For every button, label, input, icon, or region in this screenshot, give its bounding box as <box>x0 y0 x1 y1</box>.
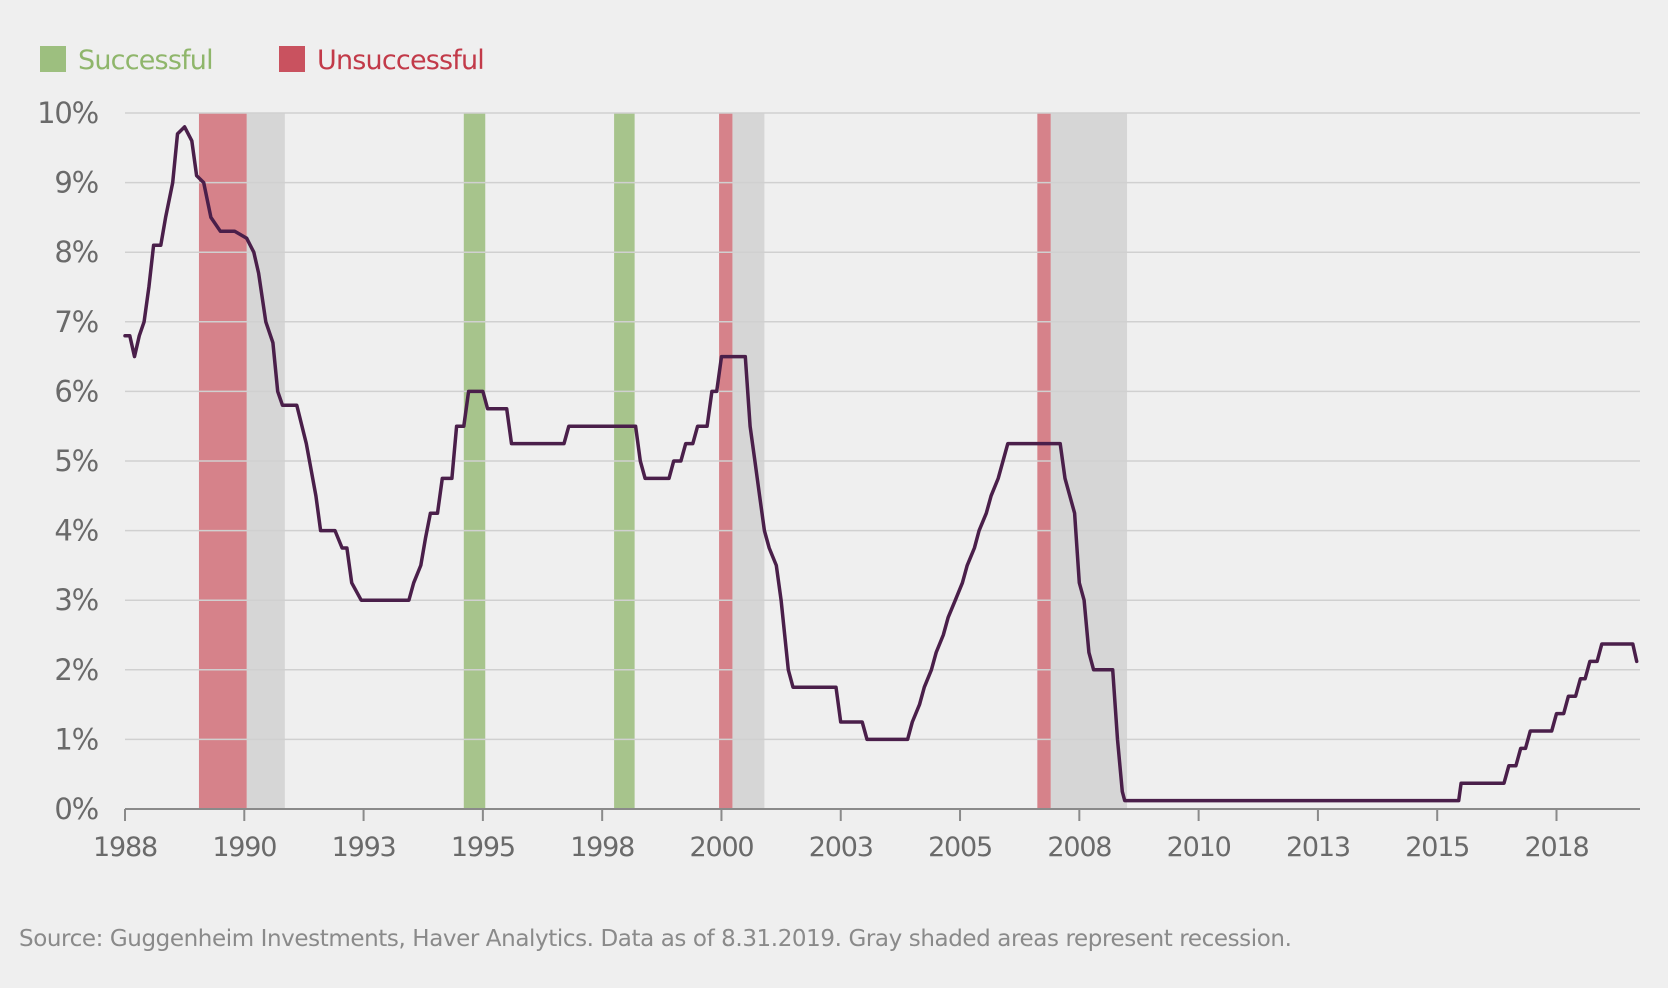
x-tick-label-6: 2003 <box>809 832 873 863</box>
legend-item-unsuccessful: Unsuccessful <box>279 45 485 76</box>
x-tick-label-11: 2015 <box>1405 832 1469 863</box>
x-axis: 1988 1990 1993 1995 1998 2000 2003 2005 2008 2010… <box>93 808 1640 863</box>
y-tick-label-0: 0% <box>54 792 98 826</box>
y-tick-label-10: 10% <box>37 96 98 130</box>
y-axis-ticks: 0% 1% 2% 3% 4% 5% 6% 7% 8% 9% 10% <box>37 96 99 826</box>
x-tick-label-1: 1990 <box>212 832 276 863</box>
y-tick-label-5: 5% <box>54 444 98 478</box>
x-tick-label-8: 2008 <box>1047 832 1111 863</box>
x-tick-label-10: 2013 <box>1286 832 1350 863</box>
x-tick-label-12: 2018 <box>1525 832 1589 863</box>
legend-item-successful: Successful <box>40 45 214 76</box>
x-tick-label-5: 2000 <box>689 832 753 863</box>
source-note: Source: Guggenheim Investments, Haver An… <box>19 926 1292 952</box>
y-tick-label-9: 9% <box>54 166 98 200</box>
y-tick-label-1: 1% <box>54 722 98 756</box>
x-tick-label-4: 1998 <box>570 832 634 863</box>
x-tick-label-3: 1995 <box>451 832 515 863</box>
legend-label-unsuccessful: Unsuccessful <box>317 45 484 76</box>
y-tick-label-3: 3% <box>54 583 98 617</box>
rate-series-line <box>123 125 1639 803</box>
y-tick-label-2: 2% <box>54 653 98 687</box>
y-tick-label-8: 8% <box>54 235 98 269</box>
x-tick-label-7: 2005 <box>928 832 992 863</box>
legend-label-successful: Successful <box>78 45 213 76</box>
y-tick-label-7: 7% <box>54 305 98 339</box>
legend-swatch-unsuccessful <box>279 46 305 72</box>
x-tick-label-2: 1993 <box>332 832 396 863</box>
y-tick-label-4: 4% <box>54 514 98 548</box>
x-tick-label-9: 2010 <box>1167 832 1231 863</box>
y-tick-label-6: 6% <box>54 374 98 408</box>
legend-swatch-successful <box>40 46 66 72</box>
chart: Successful Unsuccessful 0% 1% 2% 3% 4% 5% 6% 7%… <box>37 45 1640 863</box>
series-layer <box>123 125 1639 803</box>
gridlines <box>125 112 1640 741</box>
x-tick-label-0: 1988 <box>93 832 157 863</box>
legend: Successful Unsuccessful <box>40 45 485 76</box>
